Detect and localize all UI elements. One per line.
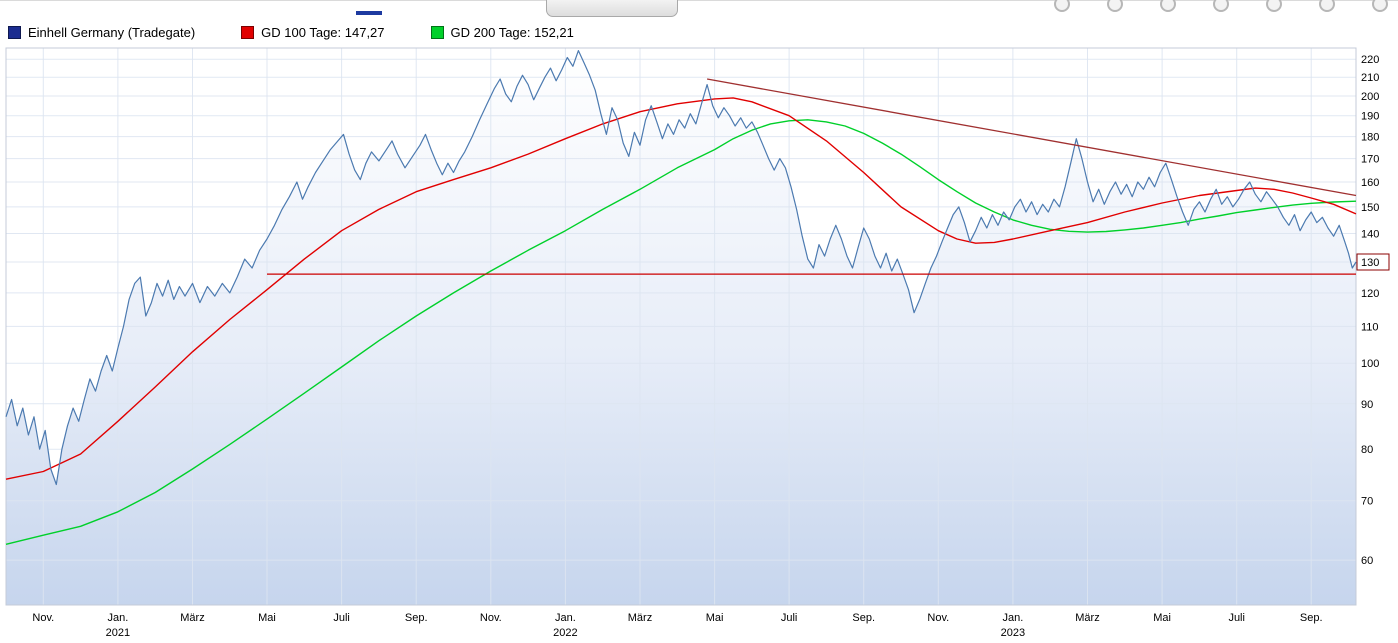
y-axis-label: 110 [1361,321,1379,333]
trend-line [706,78,1357,197]
toolbar-icon[interactable] [1266,0,1282,12]
current-price-marker-label: 130 [1361,257,1379,269]
y-axis-label: 180 [1361,132,1379,144]
toolbar-icon-group [1054,0,1388,12]
x-axis-label: Juli [1228,612,1245,624]
x-axis-year-label: 2023 [1001,627,1025,639]
toolbar-icon[interactable] [1319,0,1335,12]
x-axis-label: März [628,612,652,624]
y-axis-label: 80 [1361,444,1373,456]
top-toolbar-cropped [0,0,1398,17]
toolbar-icon[interactable] [1213,0,1229,12]
toolbar-icon[interactable] [1372,0,1388,12]
gd200-series-swatch [430,26,444,39]
x-axis-label: Jan. [1003,612,1024,624]
y-axis-label: 90 [1361,399,1373,411]
x-axis-label: Mai [258,612,276,624]
y-axis-label: 70 [1361,496,1373,508]
toolbar-icon[interactable] [1107,0,1123,12]
x-axis-label: Jan. [555,612,576,624]
plot-border [5,47,1357,606]
y-axis-label: 150 [1361,202,1379,214]
gd200-line [5,119,1357,545]
y-axis-label: 120 [1361,288,1379,300]
x-axis-year-label: 2021 [106,627,130,639]
y-axis-label: 170 [1361,154,1379,166]
y-axis-label: 190 [1361,111,1379,123]
y-axis-label: 60 [1361,555,1373,567]
x-axis-label: März [1075,612,1099,624]
x-axis-label: Mai [1153,612,1171,624]
y-axis-label: 210 [1361,72,1379,84]
x-axis-label: Nov. [927,612,949,624]
x-axis-label: Nov. [32,612,54,624]
active-tab-indicator [356,11,382,15]
x-axis-label: Juli [333,612,350,624]
chart-legend: Einhell Germany (Tradegate) GD 100 Tage:… [8,25,620,40]
price-line [5,49,1357,486]
legend-label-price: Einhell Germany (Tradegate) [28,25,196,40]
legend-item-price: Einhell Germany (Tradegate) [8,25,195,40]
current-price-marker-box [1356,253,1390,271]
x-axis-year-label: 2022 [553,627,577,639]
legend-label-gd100: GD 100 Tage: 147,27 [261,25,385,40]
x-axis-label: Sep. [405,612,428,624]
gd100-line [5,97,1357,480]
x-axis-label: Sep. [852,612,875,624]
price-series-swatch [8,26,21,39]
x-axis-label: Jan. [108,612,129,624]
x-axis-label: März [180,612,204,624]
y-axis-label: 160 [1361,177,1379,189]
y-axis-label: 140 [1361,229,1379,241]
legend-item-gd200: GD 200 Tage: 152,21 [430,25,574,40]
price-area-fill [6,50,1356,606]
legend-label-gd200: GD 200 Tage: 152,21 [450,25,574,40]
toolbar-icon[interactable] [1054,0,1070,12]
y-axis-label: 220 [1361,54,1379,66]
y-axis-label: 100 [1361,358,1379,370]
gd100-series-swatch [241,26,255,39]
x-axis-label: Nov. [480,612,502,624]
toolbar-icon[interactable] [1160,0,1176,12]
y-axis-label: 200 [1361,91,1379,103]
legend-item-gd100: GD 100 Tage: 147,27 [241,25,385,40]
x-axis-label: Sep. [1300,612,1323,624]
x-axis-label: Mai [706,612,724,624]
x-axis-label: Juli [781,612,798,624]
toolbar-dropdown-button[interactable] [546,0,678,17]
